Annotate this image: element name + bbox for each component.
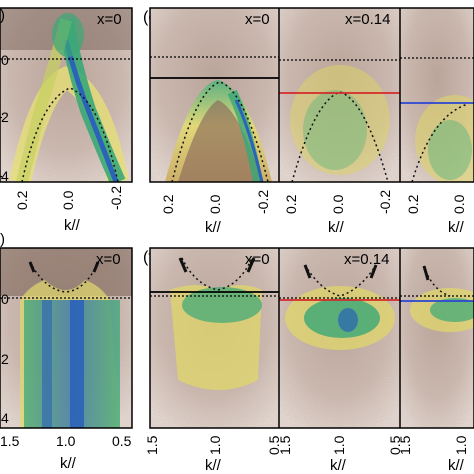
x-tick: 0.0: [451, 194, 467, 214]
x-tick: -0.2: [108, 186, 124, 210]
panel-e-x-label-1: k//: [205, 219, 222, 236]
left-fragment-upper: ): [0, 7, 5, 24]
bottom-left-y-ticks: 0 2 4: [1, 291, 9, 426]
y-tick-minus-signs: - -: [0, 108, 3, 183]
y-tick-4: 4: [1, 410, 9, 426]
x-tick: 0.2: [405, 194, 421, 214]
panel-f-sub-1: x=0: [150, 248, 279, 428]
y-tick-2: 2: [1, 351, 9, 367]
panel-f-x-label-3: k//: [448, 457, 465, 474]
panel-f-sub-2-label: x=0.14: [344, 251, 389, 268]
x-tick: 0.2: [283, 194, 299, 214]
y-tick-4: 4: [1, 168, 9, 184]
top-left-x-label: x=0: [97, 11, 122, 28]
x-tick: 0.2: [14, 190, 30, 210]
panel-e-sub-2-label: x=0.14: [345, 11, 390, 28]
y-tick-0: 0: [1, 291, 9, 307]
x-tick: 0.0: [207, 194, 223, 214]
bottom-left-x-label: x=0: [96, 251, 121, 268]
panel-f-x-label-1: k//: [205, 457, 222, 474]
x-tick: 1.0: [56, 433, 76, 449]
top-left-x-axis-label: k//: [64, 217, 81, 234]
x-tick: 0.0: [330, 194, 346, 214]
panel-f: (f) x=0: [143, 247, 474, 474]
panel-f-sub-3: [400, 248, 474, 428]
panel-f-x-ticks: 1.5 1.0 0.5 1.5 1.0 0.5 1.5 1.0: [144, 435, 469, 455]
minus-sign: -: [0, 108, 3, 124]
y-tick-0: 0: [1, 52, 9, 68]
panel-e-sub-2: x=0.14: [279, 8, 400, 182]
panel-e: (e) x=0: [143, 7, 474, 236]
top-left-y-ticks: 0 2 4: [1, 52, 9, 184]
minus-sign: -: [0, 167, 3, 183]
x-tick: 0.5: [266, 435, 282, 455]
x-tick: 1.5: [144, 435, 160, 455]
panel-e-x-ticks: 0.2 0.0 -0.2 0.2 0.0 -0.2 0.2 0.0: [160, 190, 467, 214]
panel-f-sub-2: x=0.14: [279, 248, 400, 428]
x-tick: 0.5: [112, 433, 132, 449]
x-tick: 1.5: [397, 435, 413, 455]
x-tick: 1.5: [0, 433, 20, 449]
panel-e-sub-3: [400, 8, 474, 182]
panel-f-sub-1-label: x=0: [245, 251, 270, 268]
panel-bottom-left: x=0 ) 0 2 4 1.5 1.0 0.5 k//: [0, 231, 133, 472]
panel-e-sub-1: x=0: [150, 8, 279, 182]
y-tick-2: 2: [1, 109, 9, 125]
x-tick: 1.0: [453, 435, 469, 455]
x-tick: -0.2: [377, 190, 393, 214]
x-tick: 1.0: [207, 435, 223, 455]
top-left-x-ticks: 0.2 0.0 -0.2: [14, 186, 124, 210]
panel-f-x-label-2: k//: [330, 457, 347, 474]
left-fragment-lower: ): [0, 231, 5, 248]
bottom-left-x-ticks: 1.5 1.0 0.5: [0, 433, 132, 449]
panel-e-x-label-3: k//: [448, 219, 465, 236]
x-tick: 0.2: [160, 194, 176, 214]
x-tick: 0.5: [387, 435, 403, 455]
panel-top-left: x=0 0 2 4 0.2 0.0 -0.2 k// ): [0, 7, 133, 234]
x-tick: 1.0: [331, 435, 347, 455]
bottom-left-x-axis-label: k//: [60, 455, 77, 472]
panel-e-sub-1-label: x=0: [245, 11, 270, 28]
panel-e-x-label-2: k//: [328, 219, 345, 236]
x-tick: 1.5: [277, 435, 293, 455]
x-tick: 0.0: [60, 190, 76, 210]
x-tick: -0.2: [255, 190, 271, 214]
